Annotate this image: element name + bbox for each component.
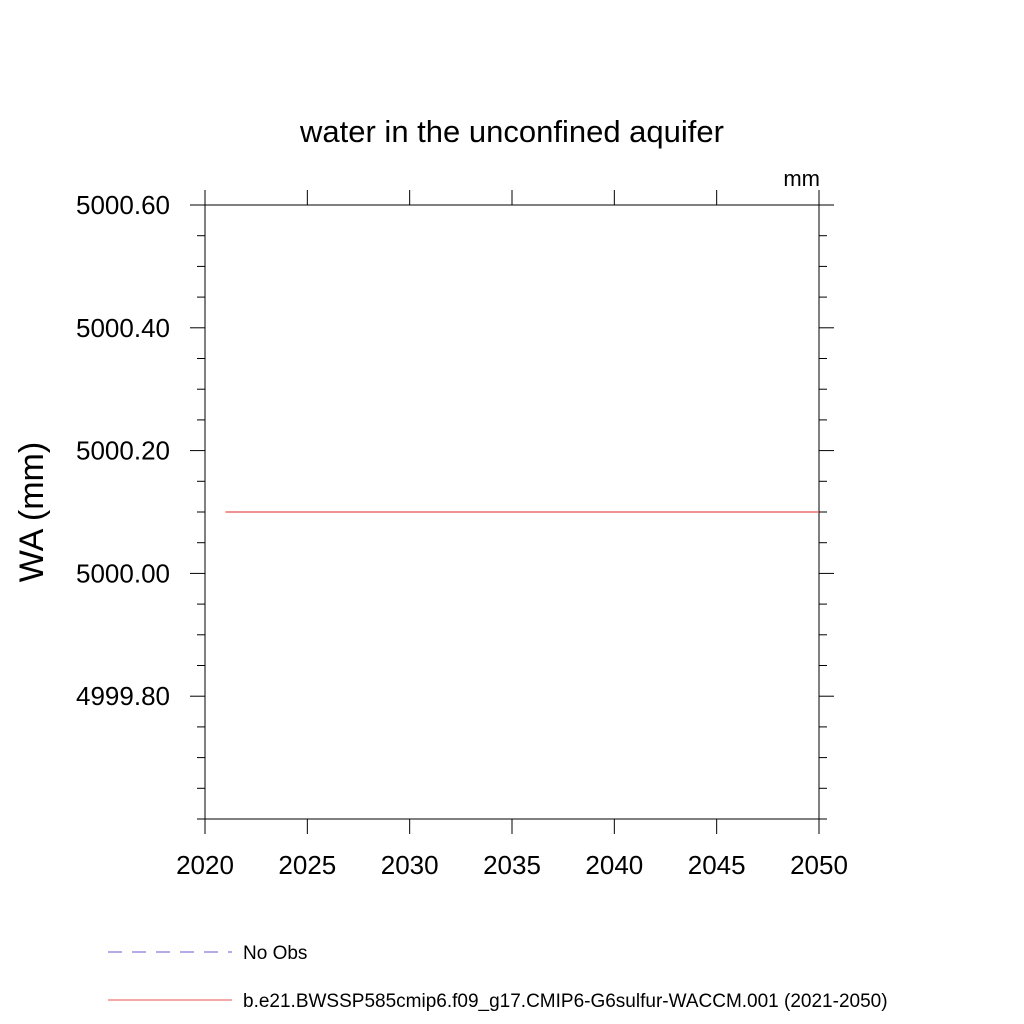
units-label: mm [783,166,820,191]
legend-label: b.e21.BWSSP585cmip6.f09_g17.CMIP6-G6sulf… [243,991,888,1012]
y-tick-label: 5000.00 [76,558,170,588]
x-tick-label: 2050 [790,850,848,880]
y-tick-label: 5000.60 [76,190,170,220]
y-tick-label: 5000.20 [76,436,170,466]
x-tick-label: 2040 [585,850,643,880]
legend: No Obs b.e21.BWSSP585cmip6.f09_g17.CMIP6-… [108,943,888,1012]
y-tick-label: 5000.40 [76,313,170,343]
axis-ticks: 2020 2025 2030 2035 2040 2045 2050 4999.80 5000.… [76,190,848,880]
chart-title: water in the unconfined aquifer [299,114,724,149]
x-tick-label: 2030 [381,850,439,880]
x-tick-label: 2025 [278,850,336,880]
legend-label: No Obs [243,943,307,964]
x-tick-label: 2020 [176,850,234,880]
x-tick-label: 2045 [688,850,746,880]
y-tick-label: 4999.80 [76,681,170,711]
x-tick-label: 2035 [483,850,541,880]
y-axis-label: WA (mm) [13,442,51,582]
